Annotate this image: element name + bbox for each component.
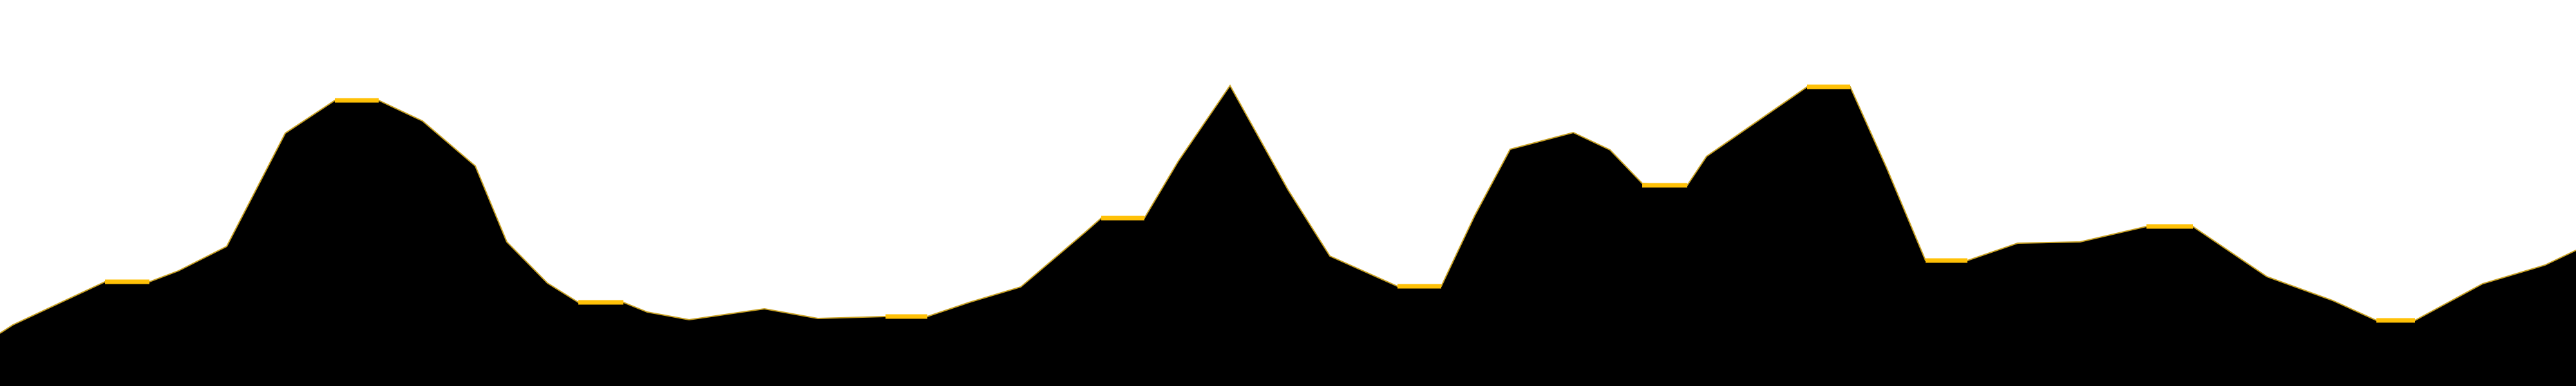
landing-pads bbox=[105, 84, 2415, 323]
terrain bbox=[0, 84, 2576, 386]
terrain-edge bbox=[0, 84, 2576, 334]
